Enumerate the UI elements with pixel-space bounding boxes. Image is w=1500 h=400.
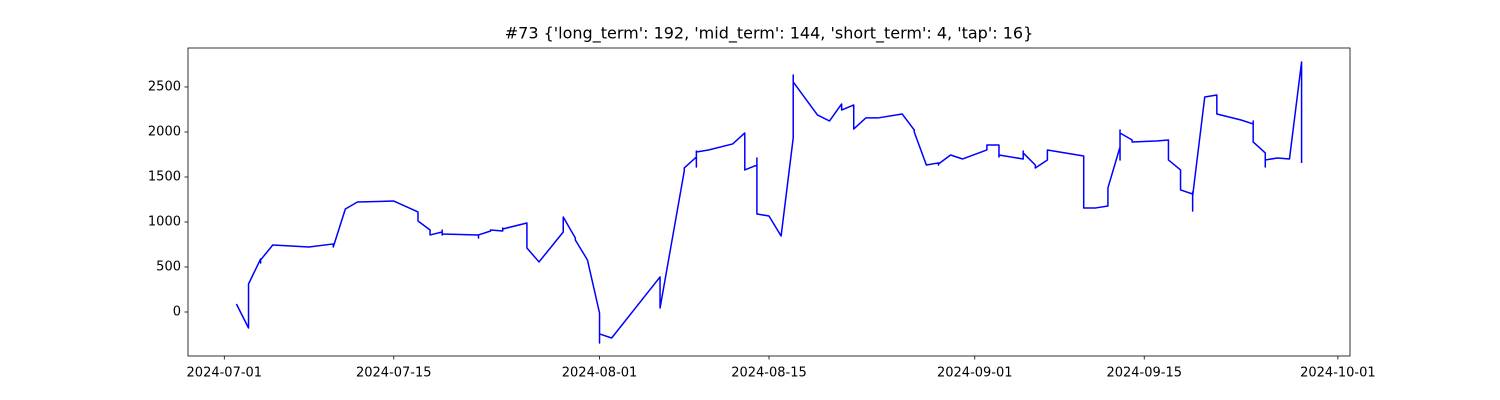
y-tick-label: 1000: [148, 214, 181, 229]
y-tick-label: 2000: [148, 124, 181, 139]
y-tick-label: 500: [156, 259, 181, 274]
y-tick-label: 2500: [148, 79, 181, 94]
x-tick-label: 2024-09-01: [937, 366, 1013, 381]
x-tick-label: 2024-10-01: [1300, 366, 1376, 381]
x-tick-label: 2024-08-01: [562, 366, 638, 381]
x-tick-label: 2024-07-15: [356, 366, 432, 381]
x-tick-label: 2024-07-01: [187, 366, 263, 381]
chart-title: #73 {'long_term': 192, 'mid_term': 144, …: [505, 24, 1034, 44]
plot-frame: [187, 47, 1351, 357]
y-tick-label: 1500: [148, 169, 181, 184]
x-tick-label: 2024-08-15: [731, 366, 807, 381]
x-tick-label: 2024-09-15: [1106, 366, 1182, 381]
y-tick-label: 0: [173, 304, 181, 319]
data-line: [235, 61, 1303, 344]
